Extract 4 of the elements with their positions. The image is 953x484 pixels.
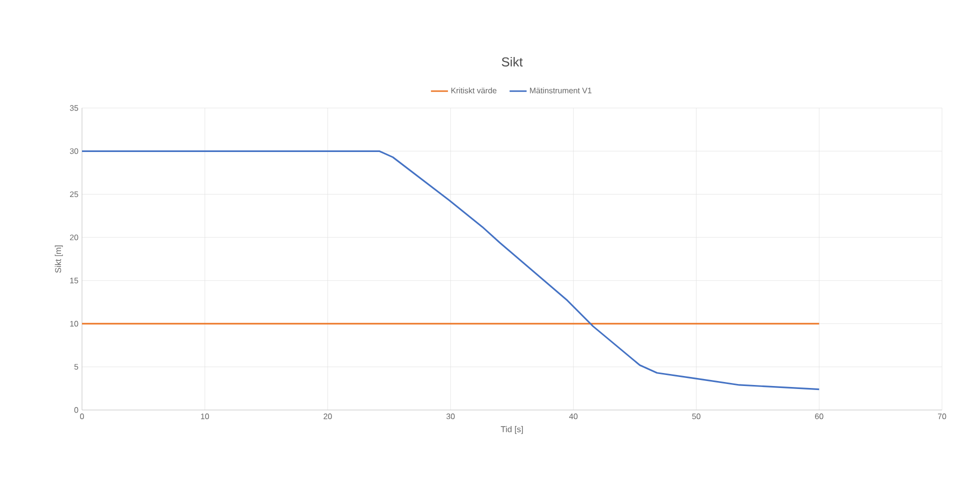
x-axis-title: Tid [s]	[500, 426, 523, 434]
y-axis-title: Sikt [m]	[54, 245, 63, 273]
line-series	[82, 150, 820, 390]
chart-title: Sikt	[502, 56, 523, 66]
